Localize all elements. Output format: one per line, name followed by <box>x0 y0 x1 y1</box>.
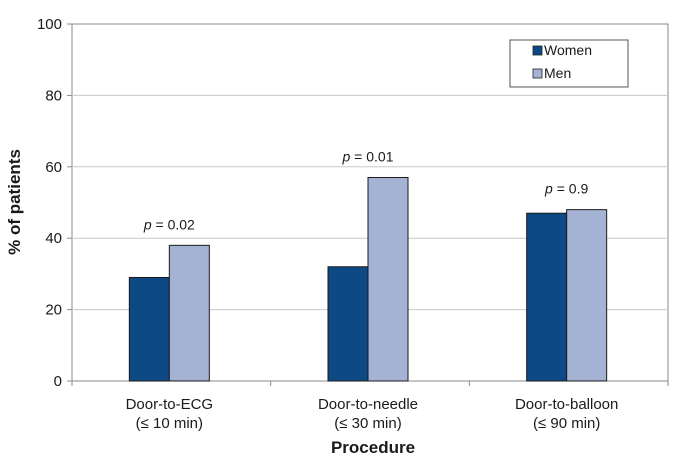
legend-swatch-men <box>532 68 543 79</box>
x-axis-categories: Door-to-ECG (≤ 10 min) Door-to-needle (≤ 30… <box>71 381 669 432</box>
y-tick-label: 100 <box>37 16 62 33</box>
bar-women-1 <box>327 266 369 382</box>
y-tick-label: 0 <box>54 373 62 390</box>
bar-women-2 <box>526 212 568 382</box>
p-value-annotations: p = 0.02 p = 0.01 p = 0.9 <box>143 149 589 233</box>
bar-women-0 <box>128 276 170 382</box>
legend-box <box>509 39 629 88</box>
y-axis-title: % of patients <box>5 149 24 255</box>
p-value-label: p = 0.9 <box>544 181 588 197</box>
y-tick-label: 40 <box>45 230 62 247</box>
x-category-label: Door-to-ECG <box>126 396 214 413</box>
x-category-sublabel: (≤ 30 min) <box>334 415 401 432</box>
x-category-label: Door-to-needle <box>318 396 418 413</box>
bar-men-0 <box>168 244 210 382</box>
x-category-label: Door-to-balloon <box>515 396 618 413</box>
x-category-sublabel: (≤ 10 min) <box>136 415 203 432</box>
bar-men-2 <box>566 209 608 382</box>
bar-men-1 <box>367 177 409 382</box>
y-axis-ticks: 0 20 40 60 80 100 <box>37 16 72 390</box>
legend-swatch-women <box>532 45 543 56</box>
legend: Women Men <box>509 39 629 88</box>
y-tick-label: 80 <box>45 87 62 104</box>
y-tick-label: 60 <box>45 159 62 176</box>
p-value-label: p = 0.01 <box>342 149 394 165</box>
x-category-sublabel: (≤ 90 min) <box>533 415 600 432</box>
x-axis-title: Procedure <box>331 438 415 457</box>
legend-label-women: Women <box>544 42 592 58</box>
y-tick-label: 20 <box>45 302 62 319</box>
legend-label-men: Men <box>544 65 571 81</box>
bars <box>128 177 608 382</box>
p-value-label: p = 0.02 <box>143 216 195 232</box>
